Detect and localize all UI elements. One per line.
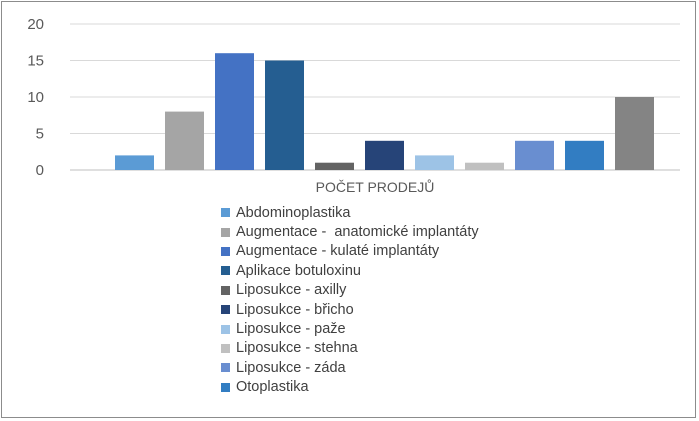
bar	[115, 155, 154, 170]
legend-swatch	[221, 285, 230, 295]
y-tick-label: 20	[27, 16, 44, 33]
legend-item: Otoplastika	[221, 378, 479, 397]
legend-swatch	[221, 343, 230, 353]
y-tick-label: 15	[27, 53, 44, 70]
legend-item: Liposukce - axilly	[221, 281, 479, 300]
bar	[615, 97, 654, 170]
bar	[465, 162, 504, 170]
legend-label: Liposukce - záda	[236, 359, 346, 376]
legend-item: Liposukce - stehna	[221, 339, 479, 358]
y-tick-label: 0	[36, 162, 44, 179]
legend-swatch	[221, 208, 230, 218]
legend-item: Liposukce - záda	[221, 358, 479, 377]
legend-swatch	[221, 363, 230, 373]
y-tick-label: 5	[36, 126, 44, 143]
legend: Abdominoplastika Augmentace - anatomické …	[221, 203, 479, 397]
legend-item: Augmentace - anatomické implantáty	[221, 222, 479, 241]
legend-swatch	[221, 305, 230, 315]
bar	[415, 155, 454, 170]
bar	[315, 162, 354, 170]
bar	[515, 140, 554, 170]
legend-label: Liposukce - břicho	[236, 301, 354, 318]
legend-label: Augmentace - anatomické implantáty	[236, 224, 479, 241]
legend-swatch	[221, 227, 230, 237]
bar	[365, 140, 404, 170]
legend-label: Augmentace - kulaté implantáty	[236, 243, 440, 260]
legend-item: Aplikace botuloxinu	[221, 261, 479, 280]
legend-item: Abdominoplastika	[221, 203, 479, 222]
y-tick-label: 10	[27, 89, 44, 106]
bar	[565, 140, 604, 170]
legend-swatch	[221, 382, 230, 392]
legend-item: Liposukce - paže	[221, 319, 479, 338]
legend-swatch	[221, 246, 230, 256]
legend-label: Liposukce - paže	[236, 321, 346, 338]
legend-label: Liposukce - stehna	[236, 340, 358, 357]
legend-item: Liposukce - břicho	[221, 300, 479, 319]
bar	[265, 60, 304, 170]
legend-item: Augmentace - kulaté implantáty	[221, 242, 479, 261]
legend-label: Liposukce - axilly	[236, 282, 347, 299]
legend-swatch	[221, 266, 230, 276]
legend-label: Abdominoplastika	[236, 204, 351, 221]
legend-label: Otoplastika	[236, 379, 309, 396]
bar	[165, 111, 204, 170]
legend-swatch	[221, 324, 230, 334]
bar	[215, 53, 254, 171]
legend-label: Aplikace botuloxinu	[236, 262, 361, 279]
category-axis-label: POČET PRODEJŮ	[316, 178, 435, 195]
